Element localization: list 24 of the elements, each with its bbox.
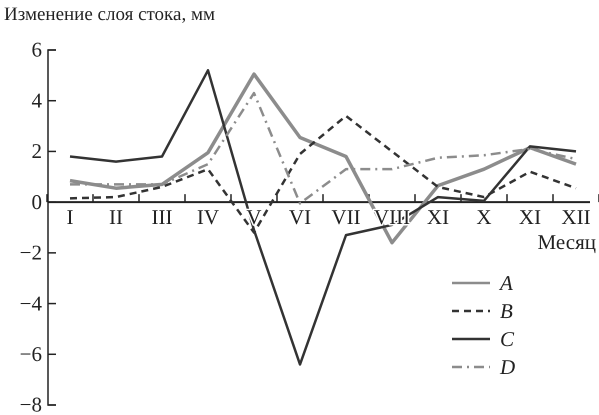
y-tick-label: 0 [32, 190, 42, 214]
y-tick-label: −8 [20, 392, 42, 415]
y-tick-label: 6 [32, 38, 42, 62]
x-axis-title: Месяц [538, 230, 596, 254]
legend-label: D [499, 355, 516, 379]
legend-label: B [500, 299, 513, 323]
x-tick-label: II [109, 205, 123, 230]
y-tick-label: 2 [32, 139, 42, 164]
y-tick-label: −6 [20, 342, 42, 366]
x-tick-label: X [476, 205, 492, 230]
y-tick-label: −2 [20, 240, 42, 265]
x-tick-label: XI [426, 205, 450, 230]
legend-label: A [498, 271, 513, 295]
x-tick-label: VII [331, 205, 361, 230]
x-tick-label: XI [518, 205, 542, 230]
y-tick-label: 4 [32, 88, 42, 112]
y-tick-label: −4 [20, 291, 42, 316]
x-tick-label: III [152, 205, 172, 230]
x-tick-label: XII [561, 205, 591, 230]
y-axis-title: Изменение слоя стока, мм [4, 4, 215, 25]
legend-label: C [500, 327, 515, 351]
x-tick-label: VI [288, 205, 312, 230]
x-tick-label: I [66, 205, 74, 230]
x-tick-label: IV [196, 205, 220, 230]
